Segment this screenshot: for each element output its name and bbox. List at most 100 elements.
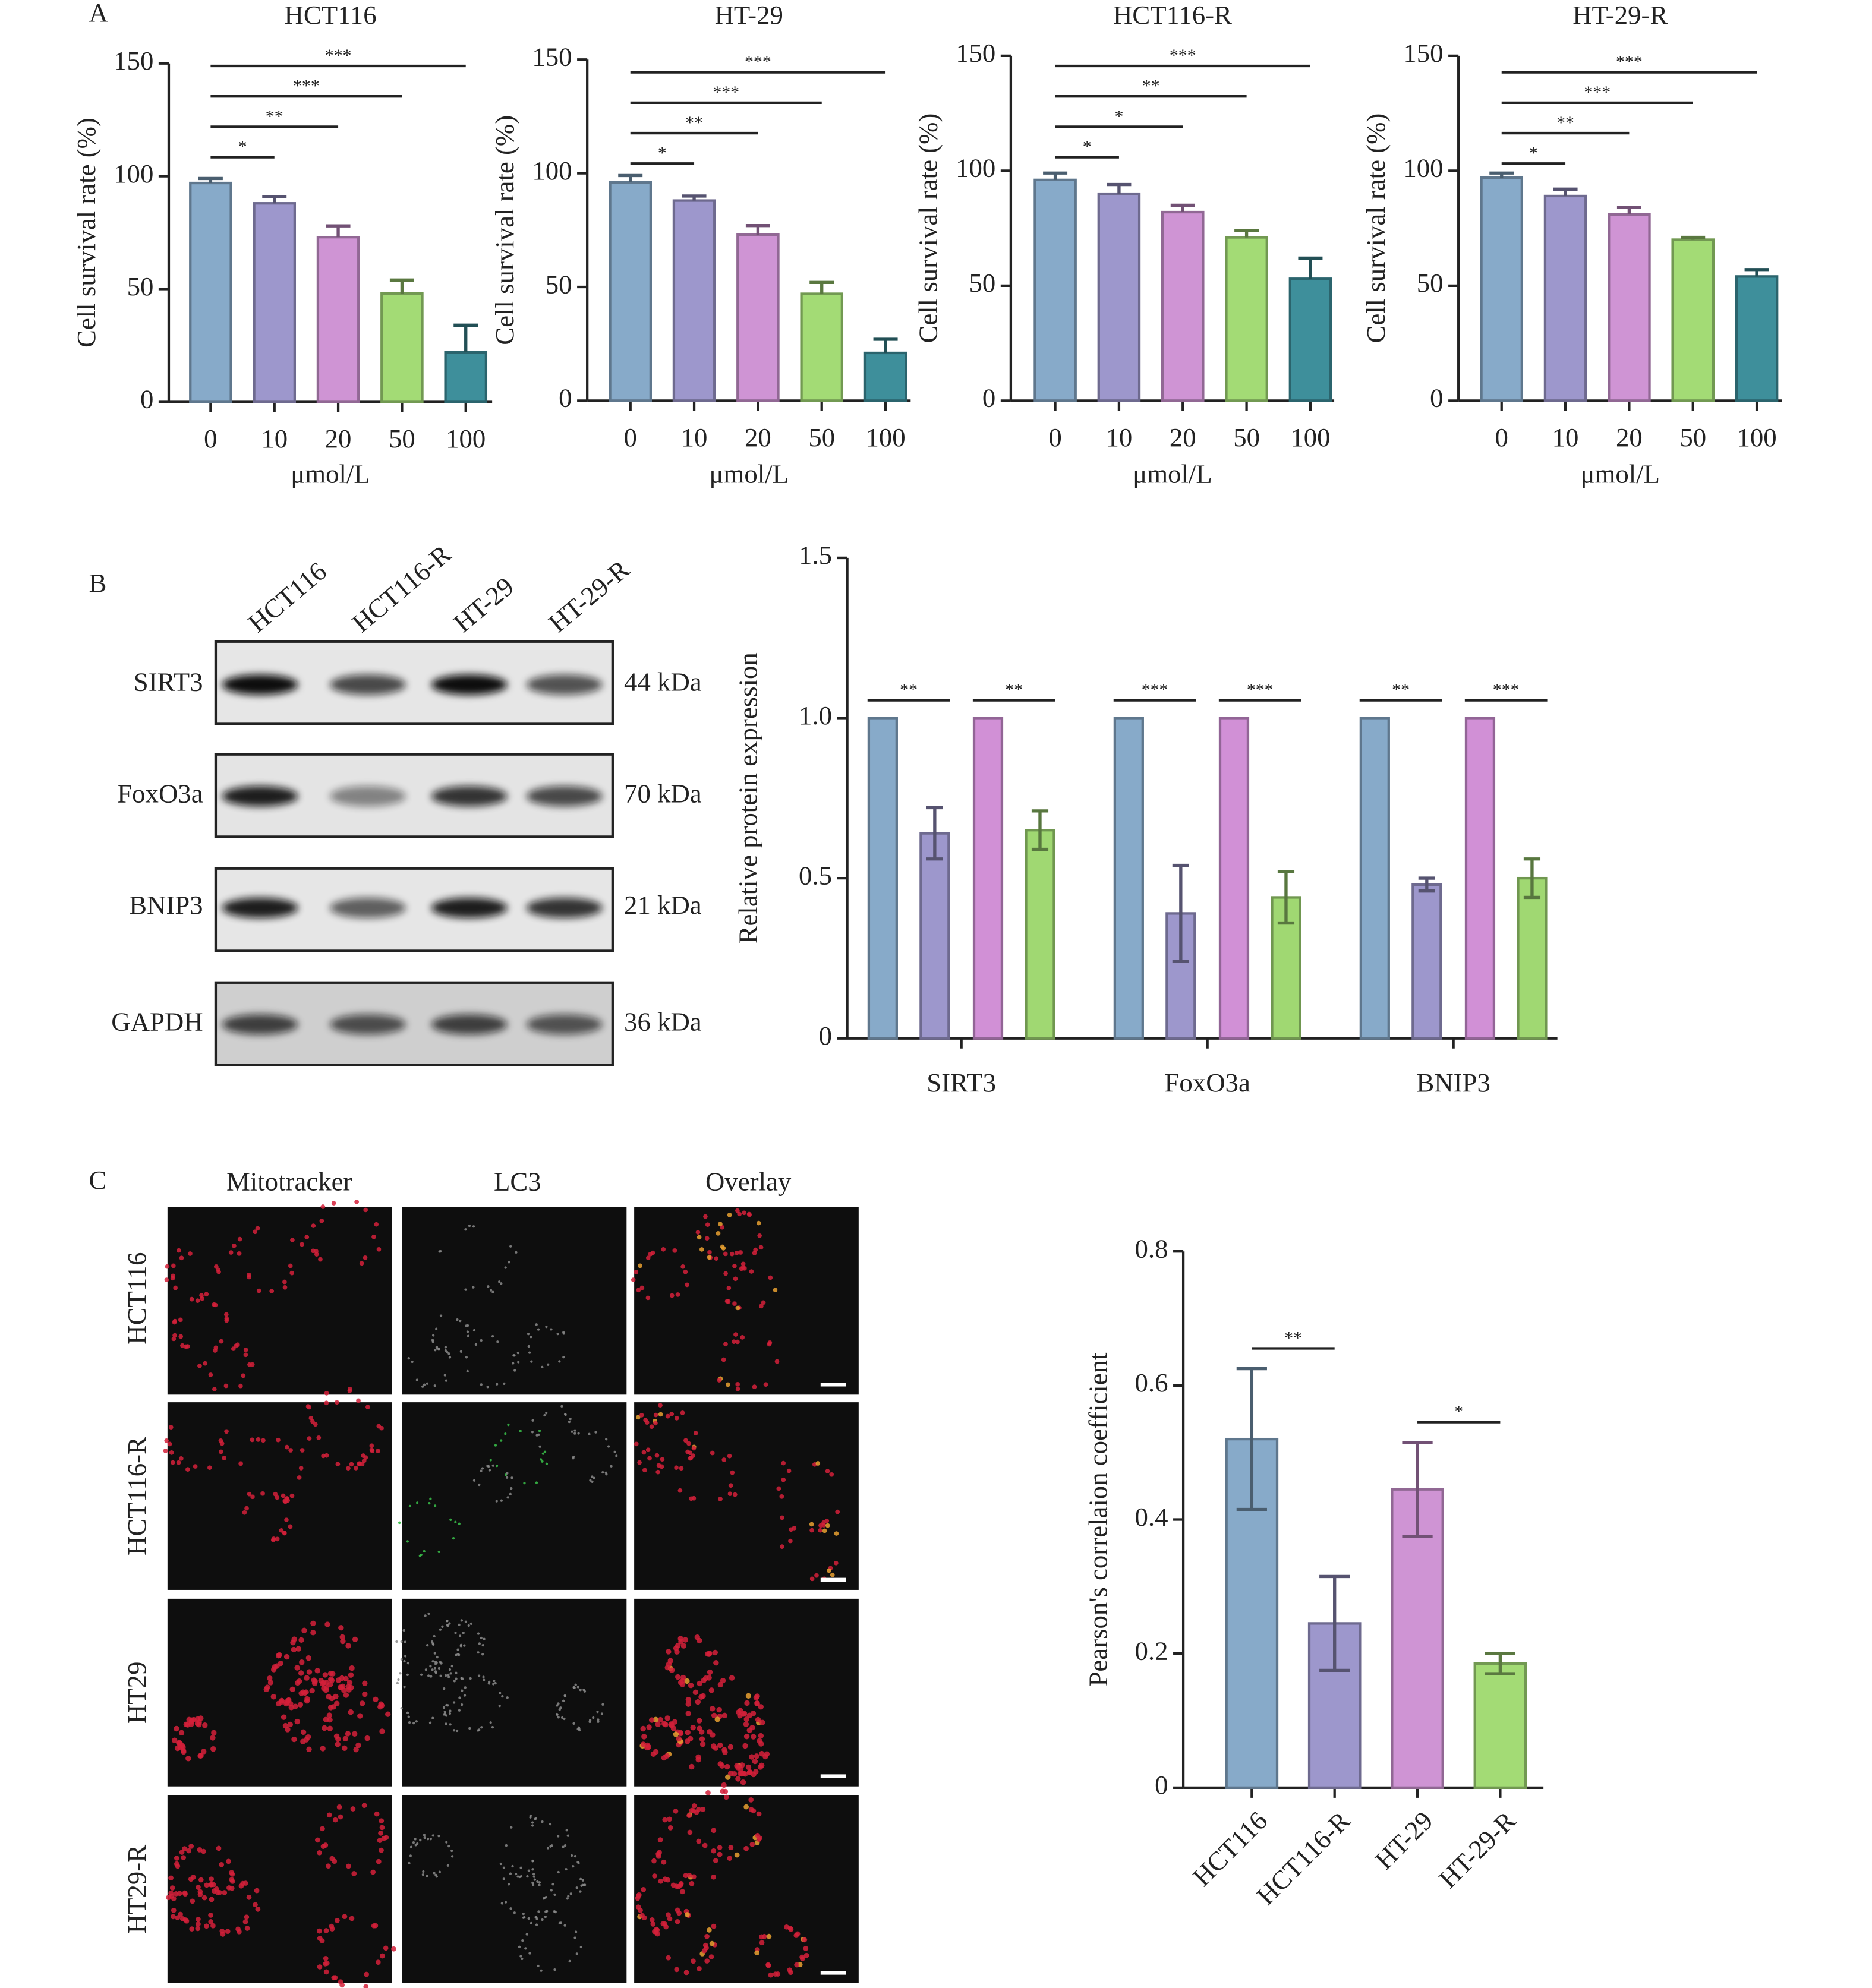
x-tick-label: 10 xyxy=(261,424,288,453)
fluorescence-dot xyxy=(399,1672,402,1675)
fluorescence-dot xyxy=(275,1495,280,1500)
fluorescence-dot xyxy=(323,1928,329,1933)
y-tick-label: 150 xyxy=(532,42,572,72)
fluorescence-dot xyxy=(376,1858,382,1864)
fluorescence-dot xyxy=(553,1968,556,1971)
fluorescence-dot xyxy=(827,1568,831,1573)
fluorescence-dot xyxy=(444,1346,447,1349)
fluorescence-dot xyxy=(631,1277,636,1282)
fluorescence-dot xyxy=(669,1293,675,1298)
fluorescence-dot xyxy=(178,1334,184,1339)
fluorescence-dot xyxy=(327,1705,334,1711)
fluorescence-dot xyxy=(554,1910,557,1914)
fluorescence-dot xyxy=(708,1954,714,1959)
fluorescence-dot xyxy=(376,1247,382,1252)
fluorescence-dot xyxy=(243,1348,248,1352)
fluorescence-dot xyxy=(673,1731,679,1737)
fluorescence-dot xyxy=(577,1432,580,1435)
fluorescence-dot xyxy=(759,1304,764,1309)
fluorescence-dot xyxy=(314,1668,320,1674)
fluorescence-dot xyxy=(575,1886,578,1889)
fluorescence-dot xyxy=(557,1835,560,1838)
fluorescence-dot xyxy=(534,1817,537,1820)
fluorescence-dot xyxy=(610,1465,613,1468)
fluorescence-dot xyxy=(569,1418,572,1421)
fluorescence-dot xyxy=(463,1694,467,1697)
error-bar xyxy=(262,195,287,204)
fluorescence-dot xyxy=(660,1921,666,1927)
fluorescence-dot xyxy=(699,1247,704,1252)
bar xyxy=(1218,717,1250,1040)
fluorescence-dot xyxy=(754,1753,759,1759)
fluorescence-dot xyxy=(657,1837,663,1842)
fluorescence-dot xyxy=(296,1678,302,1684)
fluorescence-dot xyxy=(210,1882,216,1888)
x-tick-label: 0 xyxy=(624,422,637,452)
fluorescence-dot xyxy=(364,1971,369,1977)
bar xyxy=(1161,210,1205,402)
fluorescence-dot xyxy=(685,1711,691,1716)
micrograph xyxy=(634,1207,859,1395)
fluorescence-dot xyxy=(321,1685,327,1692)
fluorescence-dot xyxy=(207,1465,212,1471)
fluorescence-dot xyxy=(181,1855,187,1860)
fluorescence-dot xyxy=(246,1894,252,1900)
fluorescence-dot xyxy=(229,1872,235,1877)
fluorescence-dot xyxy=(335,1677,342,1683)
fluorescence-dot xyxy=(537,1328,540,1331)
fluorescence-dot xyxy=(333,1693,339,1700)
fluorescence-dot xyxy=(338,1814,343,1820)
fluorescence-dot xyxy=(687,1829,693,1835)
fluorescence-dot xyxy=(283,1499,288,1504)
fluorescence-dot xyxy=(581,1879,585,1882)
fluorescence-dot xyxy=(538,1445,541,1448)
fluorescence-dot xyxy=(752,1384,757,1389)
fluorescence-dot xyxy=(433,1634,436,1638)
fluorescence-dot xyxy=(756,1220,761,1226)
fluorescence-dot xyxy=(661,1859,667,1865)
fluorescence-dot xyxy=(675,1907,680,1913)
fluorescence-dot xyxy=(509,1492,512,1495)
fluorescence-dot xyxy=(433,1872,436,1875)
fluorescence-dot xyxy=(176,1460,181,1465)
fluorescence-dot xyxy=(716,1231,721,1236)
fluorescence-dot xyxy=(730,1470,735,1475)
fluorescence-dot xyxy=(383,1835,389,1841)
fluorescence-dot xyxy=(289,1270,295,1276)
fluorescence-dot xyxy=(232,1243,237,1248)
fluorescence-dot xyxy=(543,1413,546,1417)
fluorescence-dot xyxy=(574,1683,577,1686)
fluorescence-dot xyxy=(506,1696,509,1699)
fluorescence-dot xyxy=(653,1412,658,1418)
fluorescence-dot xyxy=(567,1895,570,1898)
fluorescence-dot xyxy=(486,1386,489,1389)
fluorescence-dot xyxy=(430,1675,433,1678)
fluorescence-dot xyxy=(655,1469,661,1475)
fluorescence-dot xyxy=(528,1351,531,1354)
fluorescence-dot xyxy=(184,1918,190,1924)
fluorescence-dot xyxy=(164,1438,169,1443)
fluorescence-dot xyxy=(735,1339,740,1345)
fluorescence-dot xyxy=(426,1644,429,1647)
fluorescence-dot xyxy=(750,1711,757,1716)
fluorescence-dot xyxy=(298,1466,304,1471)
fluorescence-dot xyxy=(773,1971,779,1977)
fluorescence-dot xyxy=(680,1264,685,1269)
fluorescence-dot xyxy=(780,1544,784,1549)
fluorescence-dot xyxy=(445,1714,448,1717)
fluorescence-dot xyxy=(403,1659,406,1663)
fluorescence-dot xyxy=(190,1875,196,1880)
bar xyxy=(1225,236,1268,402)
fluorescence-dot xyxy=(693,1431,698,1435)
fluorescence-dot xyxy=(300,1242,304,1247)
fluorescence-dot xyxy=(357,1713,363,1719)
fluorescence-dot xyxy=(685,1730,691,1735)
fluorescence-dot xyxy=(174,1745,181,1752)
fluorescence-dot xyxy=(491,1726,494,1729)
fluorescence-dot xyxy=(385,1711,391,1717)
x-tick-label: 10 xyxy=(681,422,708,452)
fluorescence-dot xyxy=(779,1494,784,1499)
fluorescence-dot xyxy=(340,1638,346,1645)
fluorescence-dot xyxy=(488,1680,491,1684)
error-bar xyxy=(1485,1652,1515,1675)
